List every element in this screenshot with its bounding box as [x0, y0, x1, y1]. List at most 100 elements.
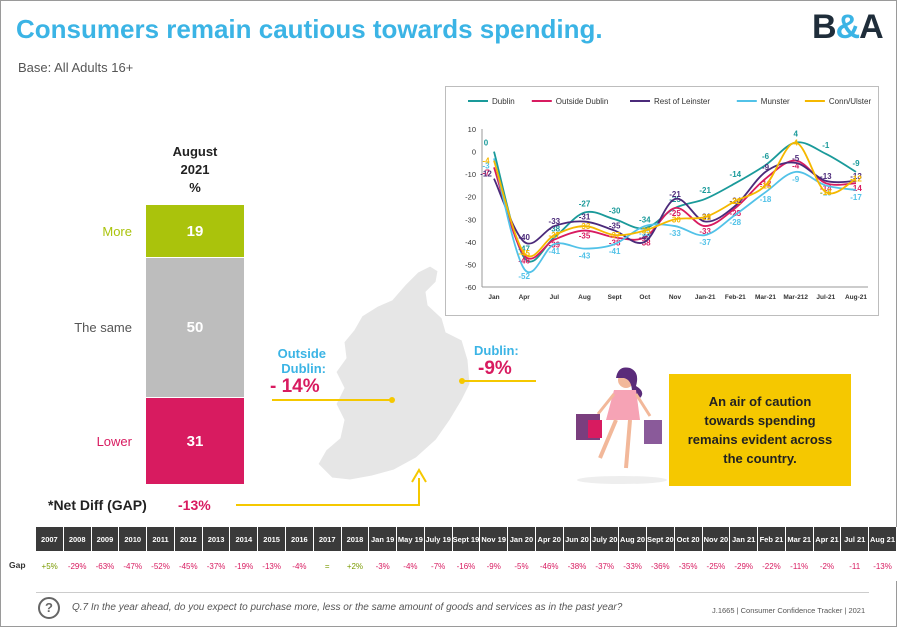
stack-segment-lower: 31	[146, 398, 244, 484]
data-label: -9	[852, 159, 860, 168]
series-line-munster	[493, 158, 857, 273]
stack-header-month: August	[172, 144, 218, 159]
data-label: -35	[609, 222, 621, 231]
data-label: -4	[792, 162, 800, 171]
data-label: -21	[699, 186, 711, 195]
shopper-leg-right	[624, 419, 632, 469]
gap-header-cell: July 20	[590, 527, 620, 551]
gap-value-cell: -29%	[63, 551, 92, 581]
data-label: -18	[760, 195, 772, 204]
stack-segment-the-same: 50	[146, 258, 244, 398]
data-label: -30	[609, 206, 621, 215]
gap-value-cell: -47%	[118, 551, 147, 581]
gap-header-cell: 2017	[313, 527, 342, 551]
data-label: -22	[730, 197, 742, 206]
gap-value-cell: -37%	[590, 551, 619, 581]
data-label: -35	[579, 232, 591, 241]
gap-header-cell: 2010	[118, 527, 148, 551]
data-label: -38	[609, 238, 621, 247]
gap-header-cell: Jan 21	[729, 527, 759, 551]
gap-value-cell: -46%	[535, 551, 564, 581]
gap-value-cell: -11	[840, 551, 869, 581]
data-label: -30	[669, 215, 681, 224]
legend-label: Rest of Leinster	[654, 97, 710, 106]
x-tick-label: Jan-21	[695, 294, 716, 301]
data-label: -13	[820, 172, 832, 181]
data-label: -4	[482, 157, 490, 166]
gap-header-cell: Jul 21	[840, 527, 870, 551]
gap-header-cell: May 19	[396, 527, 425, 551]
gap-value-cell: -11%	[785, 551, 814, 581]
gap-value-cell: +2%	[341, 551, 369, 581]
data-label: -9	[792, 175, 800, 184]
ireland-map-shape	[317, 265, 471, 481]
stack-header-year: 2021	[180, 162, 210, 177]
data-label: -12	[480, 170, 492, 179]
stack-label-lower: Lower	[96, 433, 132, 449]
gap-header-cell: 2016	[285, 527, 314, 551]
gap-value-cell: -7%	[424, 551, 453, 581]
logo-left: B	[812, 8, 837, 46]
gap-header-cell: Aug 20	[618, 527, 647, 551]
stack-header-unit: %	[189, 180, 201, 195]
x-tick-label: Jan	[488, 294, 499, 301]
callout-text: An air of caution towards spending remai…	[687, 394, 833, 466]
net-diff-label: *Net Diff (GAP)	[48, 497, 147, 513]
gap-value-cell: +5%	[36, 551, 64, 581]
gap-row-label: Gap	[9, 560, 26, 570]
x-tick-label: Aug-21	[845, 294, 867, 301]
gap-value-cell: -36%	[646, 551, 675, 581]
data-label: -14	[730, 170, 742, 179]
series-line-outside-dublin	[493, 159, 857, 260]
data-label: -34	[639, 215, 651, 224]
data-label: -41	[549, 247, 561, 256]
y-tick-label: -50	[465, 260, 476, 269]
gap-header-cell: July 19	[424, 527, 453, 551]
data-label: -29	[699, 213, 711, 222]
data-label: 4	[793, 139, 798, 148]
stack-segment-more: 19	[146, 205, 244, 258]
shopping-bag-left-front	[588, 420, 602, 438]
net-diff-value: -13%	[178, 497, 211, 513]
shopping-bag-right	[644, 420, 662, 444]
gap-value-cell: -38%	[563, 551, 591, 581]
data-label: -17	[850, 193, 862, 202]
data-label: -41	[609, 247, 621, 256]
y-tick-label: -20	[465, 193, 476, 202]
brand-logo: B&A	[812, 8, 884, 47]
data-label: -13	[850, 172, 862, 181]
shopper-dress	[606, 390, 640, 420]
data-label: -27	[579, 200, 591, 209]
shopper-arm-left	[596, 393, 616, 415]
gap-value-cell: -37%	[202, 551, 230, 581]
caution-callout: An air of caution towards spending remai…	[669, 374, 851, 486]
gap-value-cell: =	[313, 551, 342, 581]
gap-header-cell: 2012	[174, 527, 203, 551]
outside-dublin-dot	[389, 397, 395, 403]
data-label: -33	[669, 229, 681, 238]
data-label: -45	[518, 249, 530, 258]
data-label: -52	[518, 272, 530, 281]
data-label: -33	[579, 222, 591, 231]
logo-right: A	[859, 8, 884, 46]
dublin-dot	[459, 378, 465, 384]
data-label: -21	[669, 190, 681, 199]
gap-value-cell: -19%	[229, 551, 258, 581]
gap-header-cell: Feb 21	[757, 527, 786, 551]
gap-header-row: 2007 2008 2009 2010 2011 2012 2013 2014 2015 2016…	[36, 527, 897, 551]
data-label: -14	[850, 184, 862, 193]
data-label: -28	[730, 218, 742, 227]
y-tick-label: -10	[465, 170, 476, 179]
gap-value-cell: -4%	[396, 551, 425, 581]
gap-header-cell: 2014	[229, 527, 259, 551]
gap-header-cell: Jun 20	[563, 527, 592, 551]
data-label: 0	[484, 139, 489, 148]
gap-header-cell: Mar 21	[785, 527, 814, 551]
gap-header-cell: Sept 19	[452, 527, 481, 551]
data-label: -47	[518, 245, 530, 254]
data-label: -46	[518, 256, 530, 265]
data-label: -33	[639, 229, 651, 238]
dublin-label: Dublin:	[474, 343, 519, 358]
